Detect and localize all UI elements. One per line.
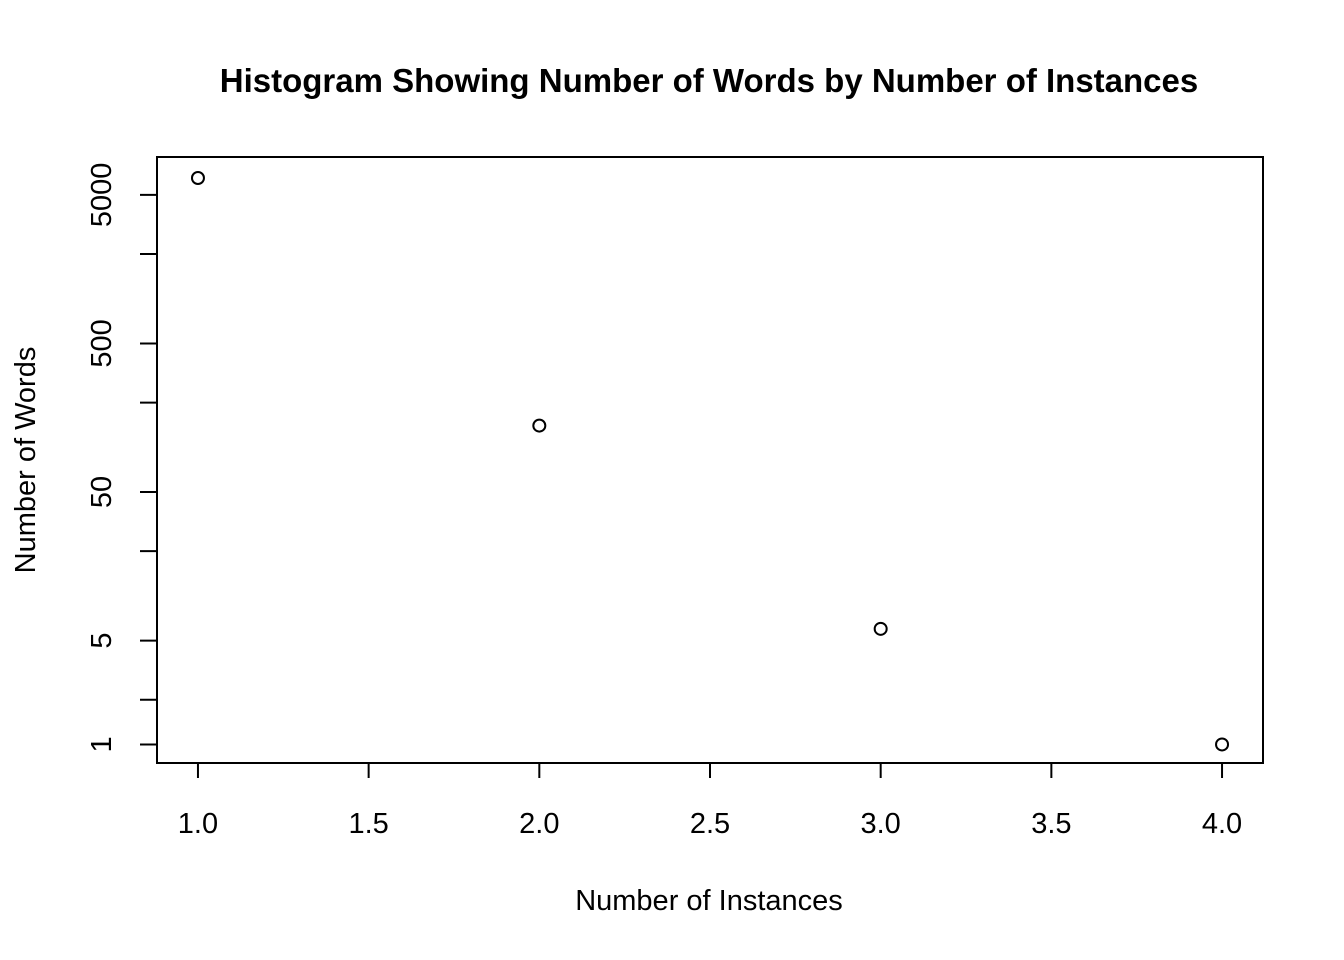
y-tick-label: 1 xyxy=(86,736,118,752)
data-point xyxy=(532,418,547,433)
x-tick-label: 2.5 xyxy=(690,808,730,840)
plot-frame xyxy=(156,156,1264,764)
y-axis: 1 5 50 500 5000 xyxy=(86,163,157,753)
y-tick-label: 5000 xyxy=(86,163,118,228)
chart-title: Histogram Showing Number of Words by Num… xyxy=(220,62,1199,99)
y-tick-label: 5 xyxy=(86,633,118,649)
y-tick-label: 50 xyxy=(86,476,118,508)
x-tick-label: 1.0 xyxy=(178,808,218,840)
y-axis-label: Number of Words xyxy=(10,347,42,574)
data-point xyxy=(873,621,888,636)
x-tick-label: 3.5 xyxy=(1031,808,1071,840)
data-point xyxy=(190,170,205,185)
x-tick-label: 4.0 xyxy=(1202,808,1242,840)
x-axis: 1.0 1.5 2.0 2.5 3.0 3.5 4.0 xyxy=(178,763,1242,840)
x-axis-label: Number of Instances xyxy=(575,885,843,917)
x-tick-label: 2.0 xyxy=(519,808,559,840)
y-tick-label: 500 xyxy=(86,319,118,367)
x-tick-label: 1.5 xyxy=(348,808,388,840)
x-tick-label: 3.0 xyxy=(861,808,901,840)
data-points xyxy=(190,170,1230,752)
data-point xyxy=(1215,737,1230,752)
